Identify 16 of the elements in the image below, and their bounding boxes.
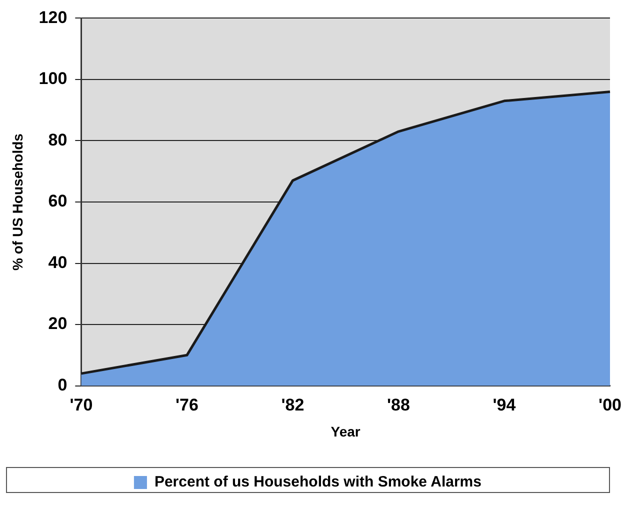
x-tick-label: '82 bbox=[281, 396, 304, 415]
y-tick-label: 100 bbox=[38, 69, 68, 88]
x-tick-label: '70 bbox=[70, 396, 93, 415]
x-axis-title: Year bbox=[330, 423, 361, 440]
legend-label: Percent of us Households with Smoke Alarms bbox=[154, 474, 482, 491]
x-tick-label: '88 bbox=[386, 396, 410, 415]
y-tick-label: 20 bbox=[48, 314, 68, 334]
y-tick-label: 120 bbox=[38, 8, 68, 27]
y-tick-label: 0 bbox=[58, 375, 68, 394]
x-tick-label: '76 bbox=[175, 396, 198, 415]
y-axis-title: % of US Households bbox=[9, 133, 26, 270]
y-tick-label: 40 bbox=[48, 252, 68, 272]
x-tick-label: '94 bbox=[492, 396, 516, 415]
x-tick-label: '00 bbox=[598, 396, 622, 415]
y-tick-label: 80 bbox=[48, 130, 68, 150]
y-tick-label: 60 bbox=[48, 192, 68, 211]
